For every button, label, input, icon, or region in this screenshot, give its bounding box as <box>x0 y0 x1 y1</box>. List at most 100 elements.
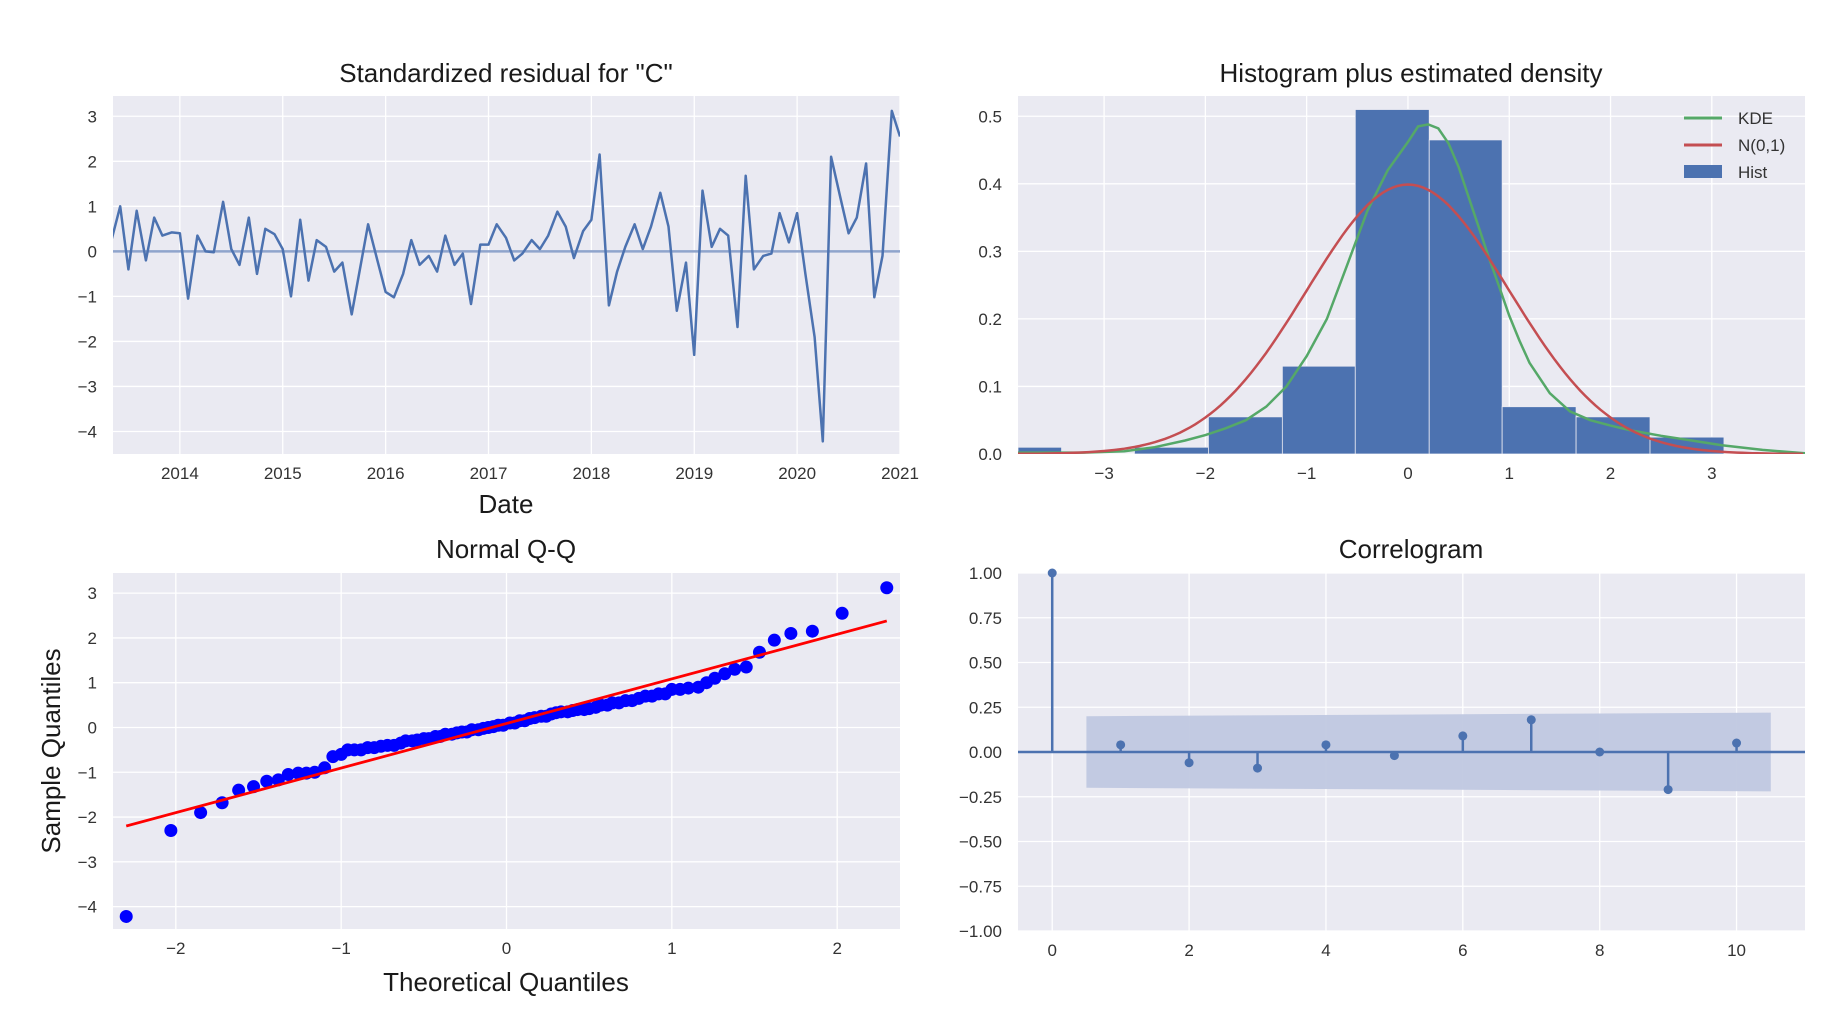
qq-point <box>805 624 819 638</box>
resid-y-tick-label: 0 <box>88 242 97 261</box>
legend-hist-label: Hist <box>1738 163 1768 182</box>
histogram-bar <box>1208 416 1283 454</box>
qq-grid <box>113 573 900 929</box>
histogram-panel: −3 −2 −1 0 1 2 3 0.0 0.1 0.2 0.3 0.4 0.5 Histogram … <box>978 58 1805 483</box>
qq-y-tick-label: 1 <box>88 674 97 693</box>
residual-grid <box>113 96 901 454</box>
qq-point <box>718 667 732 681</box>
histogram-bar <box>1281 365 1356 454</box>
correlogram-panel: 0 2 4 6 8 10 −1.00 −0.75 −0.50 −0.25 0.00 0.25 0.50… <box>959 534 1805 960</box>
qq-y-tick-label: −3 <box>78 853 97 872</box>
correlogram-y-ticks: −1.00 −0.75 −0.50 −0.25 0.00 0.25 0.50 0.75 1.00 <box>959 564 1002 941</box>
acf-marker <box>1458 731 1468 741</box>
qq-y-ticks: −4 −3 −2 −1 0 1 2 3 <box>78 584 97 916</box>
residual-marks <box>113 109 900 443</box>
qq-y-label: Sample Quantiles <box>36 648 66 853</box>
resid-x-tick-label: 2015 <box>264 464 302 483</box>
acf-y-tick-label: 0.25 <box>969 698 1002 717</box>
qq-x-tick-label: 0 <box>502 939 511 958</box>
resid-y-tick-label: 1 <box>88 197 97 216</box>
resid-y-tick-label: −1 <box>78 287 97 306</box>
resid-x-tick-label: 2017 <box>470 464 508 483</box>
hist-x-tick-label: −1 <box>1297 464 1316 483</box>
hist-x-tick-label: 2 <box>1606 464 1615 483</box>
hist-y-tick-label: 0.5 <box>978 107 1002 126</box>
resid-x-tick-label: 2020 <box>778 464 816 483</box>
histogram-bar <box>1575 416 1651 454</box>
resid-x-tick-label: 2019 <box>675 464 713 483</box>
hist-x-tick-label: 1 <box>1505 464 1514 483</box>
histogram-marks <box>1018 109 1805 454</box>
qq-point <box>681 681 695 695</box>
acf-marker <box>1595 747 1605 757</box>
resid-x-tick-label: 2021 <box>881 464 919 483</box>
residual-title: Standardized residual for "C" <box>339 58 673 88</box>
kde-curve <box>1018 123 1805 454</box>
qq-x-tick-label: −2 <box>166 939 185 958</box>
acf-marker <box>1389 751 1399 761</box>
acf-x-tick-label: 4 <box>1321 941 1330 960</box>
legend-hist-swatch <box>1684 165 1722 178</box>
normal-density-curve <box>1018 183 1804 454</box>
histogram-legend: KDE N(0,1) Hist <box>1684 109 1785 182</box>
acf-marker <box>1321 740 1331 750</box>
qq-panel: −2 −1 0 1 2 −4 −3 −2 −1 0 1 2 3 Normal Q-Q Theoreti… <box>36 534 900 997</box>
acf-y-tick-label: 0.00 <box>969 743 1002 762</box>
hist-y-tick-label: 0.1 <box>978 377 1002 396</box>
qq-marks <box>119 581 894 923</box>
resid-y-tick-label: 2 <box>88 152 97 171</box>
qq-x-ticks: −2 −1 0 1 2 <box>166 939 842 958</box>
acf-y-tick-label: 0.50 <box>969 654 1002 673</box>
qq-point <box>119 909 133 923</box>
acf-marker <box>1047 568 1057 578</box>
residual-x-ticks: 2014 2015 2016 2017 2018 2019 2020 2021 <box>161 464 919 483</box>
histogram-bar <box>1501 406 1577 454</box>
acf-y-tick-label: 1.00 <box>969 564 1002 583</box>
qq-x-tick-label: 1 <box>667 939 676 958</box>
histogram-bar <box>1428 139 1503 454</box>
acf-y-tick-label: −1.00 <box>959 922 1002 941</box>
residual-panel: 2014 2015 2016 2017 2018 2019 2020 2021 −4−3−2−… <box>78 58 919 519</box>
acf-marker <box>1253 763 1263 773</box>
resid-x-tick-label: 2016 <box>367 464 405 483</box>
acf-y-tick-label: −0.50 <box>959 833 1002 852</box>
acf-x-tick-label: 6 <box>1458 941 1467 960</box>
resid-y-tick-label: −2 <box>78 332 97 351</box>
qq-point <box>164 823 178 837</box>
qq-point <box>739 660 753 674</box>
qq-point <box>767 633 781 647</box>
qq-point <box>281 768 295 782</box>
hist-x-tick-label: 0 <box>1403 464 1412 483</box>
qq-x-label: Theoretical Quantiles <box>383 967 629 997</box>
qq-point <box>784 626 798 640</box>
acf-y-tick-label: −0.25 <box>959 788 1002 807</box>
acf-marker <box>1526 715 1536 725</box>
residual-plot-area <box>113 96 900 454</box>
legend-kde-label: KDE <box>1738 109 1773 128</box>
acf-marker <box>1732 738 1742 748</box>
qq-x-tick-label: 2 <box>832 939 841 958</box>
qq-point <box>194 806 208 820</box>
qq-reference-line <box>125 619 888 828</box>
qq-point <box>728 662 742 676</box>
resid-y-tick-label: −3 <box>78 377 97 396</box>
hist-y-tick-label: 0.2 <box>978 310 1002 329</box>
residual-series-line <box>113 109 900 443</box>
qq-x-tick-label: −1 <box>331 939 350 958</box>
qq-y-tick-label: −2 <box>78 808 97 827</box>
acf-x-tick-label: 8 <box>1595 941 1604 960</box>
qq-y-tick-label: 2 <box>88 629 97 648</box>
acf-x-tick-label: 0 <box>1047 941 1056 960</box>
resid-y-tick-label: 3 <box>88 107 97 126</box>
histogram-x-ticks: −3 −2 −1 0 1 2 3 <box>1094 464 1716 483</box>
acf-marker <box>1184 758 1194 768</box>
qq-point <box>260 774 274 788</box>
histogram-y-ticks: 0.0 0.1 0.2 0.3 0.4 0.5 <box>978 107 1002 464</box>
qq-y-tick-label: 3 <box>88 584 97 603</box>
histogram-bar <box>1354 109 1430 454</box>
acf-marker <box>1663 785 1673 795</box>
qq-title: Normal Q-Q <box>436 534 576 564</box>
qq-y-tick-label: 0 <box>88 718 97 737</box>
qq-point <box>708 671 722 685</box>
